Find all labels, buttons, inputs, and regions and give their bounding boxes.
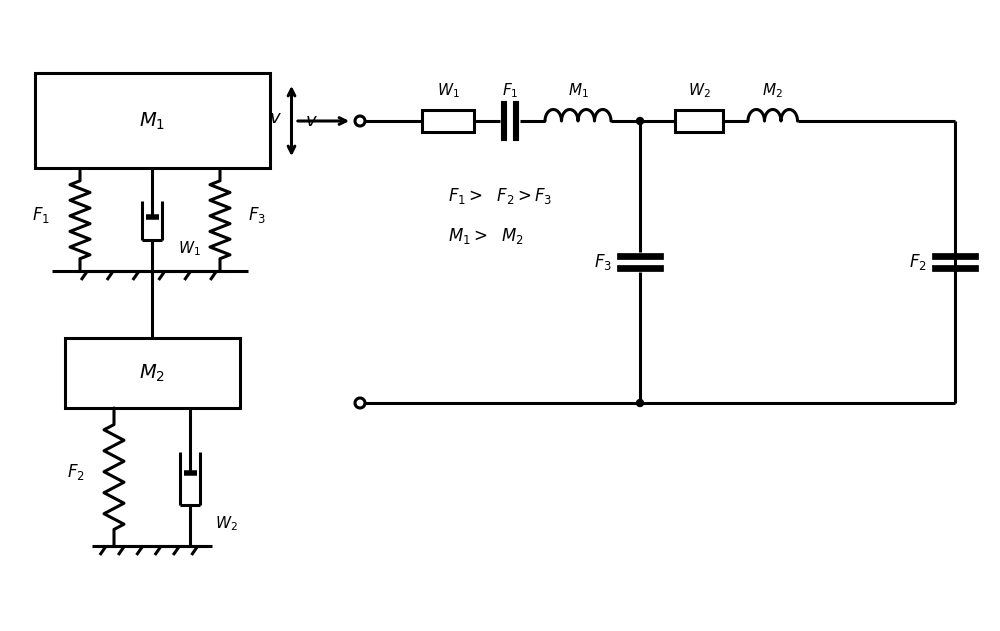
Text: $W_1$: $W_1$ bbox=[178, 240, 201, 258]
Circle shape bbox=[355, 398, 365, 408]
Text: $M_2$: $M_2$ bbox=[762, 81, 783, 100]
Text: $F_1$: $F_1$ bbox=[32, 204, 50, 225]
Text: $F_1 >$  $F_2 > F_3$: $F_1 >$ $F_2 > F_3$ bbox=[448, 186, 552, 206]
Text: $F_3$: $F_3$ bbox=[594, 252, 612, 272]
Text: $W_2$: $W_2$ bbox=[688, 81, 710, 100]
Text: $W_2$: $W_2$ bbox=[215, 515, 238, 533]
Text: $F_2$: $F_2$ bbox=[67, 462, 85, 482]
Bar bbox=[422, 110, 474, 132]
Circle shape bbox=[355, 116, 365, 126]
Text: v: v bbox=[306, 112, 316, 130]
Text: $F_2$: $F_2$ bbox=[909, 252, 927, 272]
Circle shape bbox=[637, 117, 644, 124]
Bar bbox=[34, 73, 270, 168]
Bar bbox=[64, 338, 240, 408]
Text: $F_3$: $F_3$ bbox=[248, 204, 266, 225]
Text: $M_1$: $M_1$ bbox=[568, 81, 588, 100]
Text: $M_1 >$  $M_2$: $M_1 >$ $M_2$ bbox=[448, 226, 524, 246]
Text: v: v bbox=[269, 109, 280, 127]
Text: $F_1$: $F_1$ bbox=[502, 81, 518, 100]
Bar bbox=[675, 110, 723, 132]
Circle shape bbox=[637, 399, 644, 406]
Text: $M_2$: $M_2$ bbox=[139, 362, 165, 384]
Text: $M_1$: $M_1$ bbox=[139, 110, 165, 132]
Text: $W_1$: $W_1$ bbox=[437, 81, 459, 100]
